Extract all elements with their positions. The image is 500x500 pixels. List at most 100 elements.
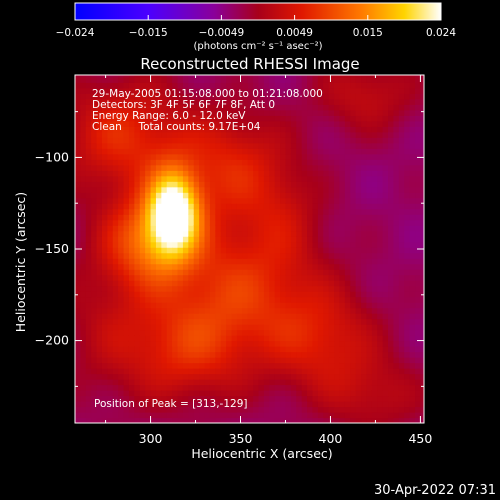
- heatmap-cell: [350, 137, 357, 144]
- heatmap-cell: [220, 318, 227, 325]
- heatmap-cell: [415, 406, 422, 413]
- heatmap-cell: [220, 82, 227, 89]
- heatmap-cell: [398, 115, 405, 122]
- heatmap-cell: [204, 318, 211, 325]
- heatmap-cell: [339, 192, 346, 199]
- heatmap-cell: [161, 109, 168, 116]
- heatmap-cell: [161, 329, 168, 336]
- heatmap-cell: [323, 93, 330, 100]
- heatmap-cell: [328, 93, 335, 100]
- heatmap-cell: [274, 192, 281, 199]
- heatmap-cell: [409, 153, 416, 160]
- heatmap-cell: [393, 269, 400, 276]
- heatmap-cell: [323, 98, 330, 105]
- heatmap-cell: [193, 159, 200, 166]
- heatmap-cell: [382, 126, 389, 133]
- heatmap-cell: [188, 274, 195, 281]
- heatmap-cell: [209, 115, 216, 122]
- heatmap-cell: [393, 307, 400, 314]
- heatmap-cell: [393, 181, 400, 188]
- heatmap-cell: [107, 247, 114, 254]
- heatmap-cell: [307, 175, 314, 182]
- heatmap-cell: [317, 109, 324, 116]
- heatmap-cell: [269, 285, 276, 292]
- heatmap-cell: [366, 247, 373, 254]
- heatmap-cell: [317, 296, 324, 303]
- heatmap-cell: [263, 236, 270, 243]
- heatmap-cell: [269, 307, 276, 314]
- heatmap-cell: [215, 230, 222, 237]
- heatmap-cell: [382, 329, 389, 336]
- heatmap-cell: [177, 126, 184, 133]
- heatmap-cell: [280, 175, 287, 182]
- heatmap-cell: [220, 329, 227, 336]
- heatmap-cell: [193, 197, 200, 204]
- heatmap-cell: [355, 291, 362, 298]
- heatmap-cell: [285, 362, 292, 369]
- heatmap-cell: [393, 87, 400, 94]
- heatmap-cell: [269, 280, 276, 287]
- heatmap-cell: [80, 324, 87, 331]
- heatmap-cell: [334, 247, 341, 254]
- heatmap-cell: [209, 417, 216, 423]
- heatmap-cell: [172, 340, 179, 347]
- heatmap-cell: [182, 186, 189, 193]
- heatmap-cell: [317, 406, 324, 413]
- heatmap-cell: [409, 159, 416, 166]
- heatmap-cell: [91, 170, 98, 177]
- heatmap-cell: [317, 340, 324, 347]
- heatmap-cell: [177, 109, 184, 116]
- heatmap-cell: [269, 230, 276, 237]
- heatmap-cell: [215, 241, 222, 248]
- heatmap-cell: [285, 225, 292, 232]
- heatmap-cell: [75, 291, 81, 298]
- heatmap-cell: [371, 120, 378, 127]
- heatmap-cell: [220, 181, 227, 188]
- heatmap-cell: [85, 181, 92, 188]
- heatmap-cell: [339, 247, 346, 254]
- heatmap-cell: [220, 175, 227, 182]
- heatmap-cell: [409, 175, 416, 182]
- heatmap-cell: [301, 318, 308, 325]
- heatmap-cell: [290, 291, 297, 298]
- heatmap-cell: [177, 208, 184, 215]
- heatmap-cell: [134, 406, 141, 413]
- heatmap-cell: [312, 148, 319, 155]
- heatmap-cell: [112, 225, 119, 232]
- heatmap-cell: [85, 406, 92, 413]
- heatmap-cell: [123, 181, 130, 188]
- heatmap-cell: [355, 131, 362, 138]
- heatmap-cell: [323, 291, 330, 298]
- heatmap-cell: [75, 296, 81, 303]
- heatmap-cell: [269, 75, 276, 78]
- heatmap-cell: [220, 258, 227, 265]
- heatmap-cell: [361, 379, 368, 386]
- heatmap-cell: [323, 142, 330, 149]
- heatmap-cell: [220, 274, 227, 281]
- heatmap-cell: [269, 175, 276, 182]
- heatmap-cell: [280, 373, 287, 380]
- heatmap-cell: [172, 214, 179, 221]
- heatmap-cell: [128, 76, 135, 83]
- heatmap-cell: [280, 247, 287, 254]
- heatmap-cell: [344, 241, 351, 248]
- heatmap-cell: [290, 192, 297, 199]
- heatmap-cell: [242, 82, 249, 89]
- heatmap-cell: [166, 340, 173, 347]
- heatmap-cell: [377, 362, 384, 369]
- heatmap-cell: [415, 258, 422, 265]
- heatmap-cell: [269, 390, 276, 397]
- heatmap-cell: [128, 236, 135, 243]
- heatmap-cell: [388, 87, 395, 94]
- heatmap-cell: [361, 252, 368, 259]
- heatmap-cell: [204, 329, 211, 336]
- heatmap-cell: [193, 412, 200, 419]
- heatmap-cell: [128, 274, 135, 281]
- heatmap-cell: [317, 263, 324, 270]
- heatmap-cell: [107, 406, 114, 413]
- heatmap-cell: [145, 313, 152, 320]
- heatmap-cell: [361, 269, 368, 276]
- heatmap-cell: [301, 324, 308, 331]
- heatmap-cell: [91, 318, 98, 325]
